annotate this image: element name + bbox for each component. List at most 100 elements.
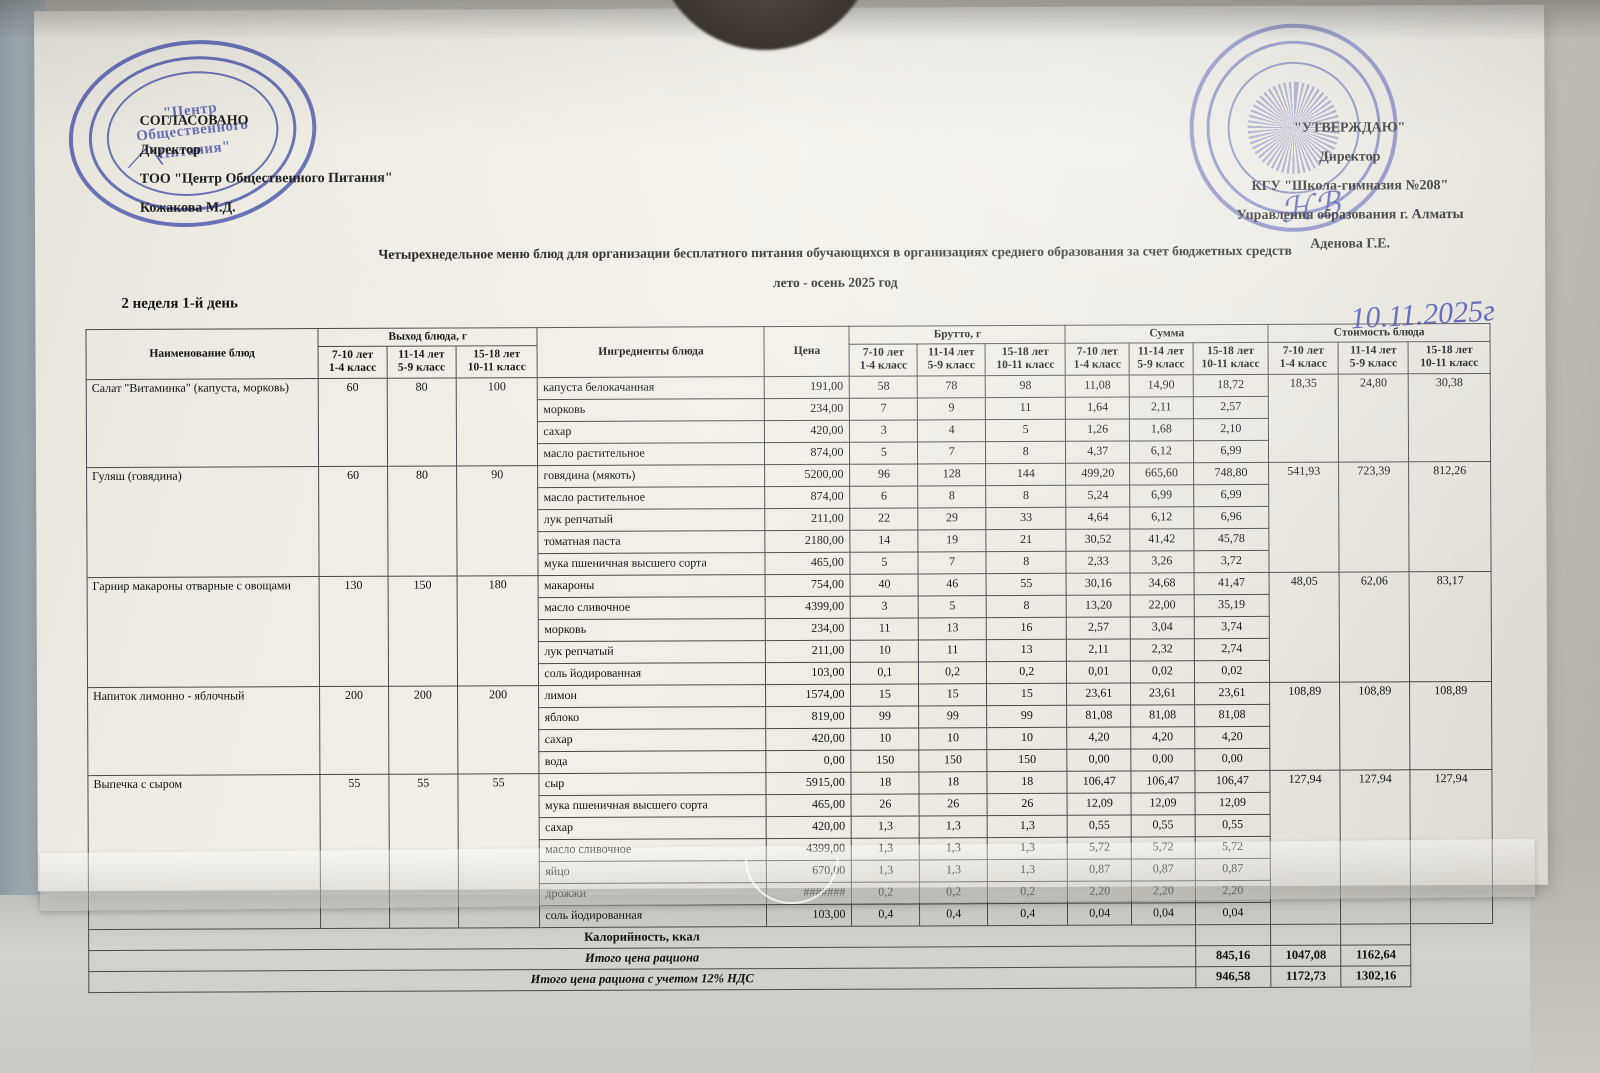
th-grade-label: 10-11 класс [467,361,526,374]
cell-summa-3: 6,99 [1193,440,1269,463]
cell-summa-1: 12,09 [1067,792,1132,815]
cell-brutto-1: 58 [849,375,918,398]
cell-brutto-3: 5 [985,418,1066,442]
cell-summa-1: 0,00 [1067,748,1131,771]
th-age-label: 15-18 лет [1425,344,1473,357]
cell-summa-3: 2,57 [1192,396,1269,419]
cell-brutto-3: 8 [985,484,1067,508]
cell-price: 0,00 [766,749,852,773]
cell-summa-3: 0,55 [1194,814,1271,837]
cell-footer-label: Итого цена рациона с учетом 12% НДС [88,966,1196,993]
cell-brutto-2: 150 [919,749,987,772]
approval-right-line3: КГУ "Школа-гимназия №208" [1251,178,1449,194]
cell-ingredient-name: лук репчатый [538,508,766,532]
cell-brutto-3: 1,3 [987,814,1068,838]
cell-price: 754,00 [765,573,851,597]
cell-summa-1: 30,52 [1066,528,1131,551]
cell-brutto-1: 3 [849,419,918,442]
cell-brutto-2: 0,4 [919,903,988,926]
cell-cost-2: 723,39 [1338,461,1410,572]
cell-summa-3: 0,04 [1195,902,1271,925]
cell-yield-2: 80 [387,377,457,466]
cell-ingredient-name: масло сливочное [538,596,766,620]
cell-summa-2: 0,00 [1130,748,1195,771]
cell-brutto-2: 10 [918,727,987,750]
cell-summa-3: 41,47 [1193,572,1270,595]
document-content: "Центр Общественного Питания" ⟋⟍ ℋℬ СОГЛ… [34,5,1548,993]
th-cost-age-3: 15-18 лет 10-11 класс [1408,341,1491,374]
cell-yield-1: 130 [319,575,389,687]
cell-summa-2: 1,68 [1129,418,1194,441]
th-grade-label: 5-9 класс [927,359,975,372]
th-grade-label: 1-4 класс [328,362,377,375]
table-head: Наименование блюд Выход блюда, г Ингреди… [85,323,1491,380]
cell-footer-total-2 [1270,923,1341,946]
th-yield-group: Выход блюда, г [317,327,538,347]
cell-brutto-3: 0,4 [987,902,1069,926]
cell-summa-1: 23,61 [1066,682,1131,705]
cell-brutto-2: 78 [917,375,986,398]
cell-summa-3: 6,96 [1193,506,1269,529]
cell-summa-3: 0,02 [1194,660,1270,683]
cell-summa-1: 81,08 [1067,704,1131,727]
cell-brutto-2: 5 [918,595,987,618]
table-row: Напиток лимонно - яблочный 200 200 200 лимон… [87,681,1492,776]
cell-ingredient-name: сахар [537,420,765,444]
cell-brutto-2: 18 [919,771,988,794]
cell-brutto-1: 5 [849,441,918,464]
cell-yield-3: 90 [456,465,539,576]
cell-summa-3: 18,72 [1192,374,1269,397]
cell-summa-3: 3,72 [1193,550,1270,573]
cell-summa-3: 45,78 [1193,528,1270,551]
cell-ingredient-name: лук репчатый [538,640,766,664]
cell-summa-1: 0,01 [1066,660,1131,683]
cell-cost-3: 108,89 [1409,681,1492,770]
cell-summa-1: 5,24 [1066,484,1130,507]
cell-summa-2: 14,90 [1129,374,1193,397]
cell-ingredient-name: мука пшеничная высшего сорта [538,552,766,576]
cell-yield-2: 200 [388,685,458,774]
th-age-label: 15-18 лет [1207,345,1254,358]
cell-cost-2: 108,89 [1339,681,1411,770]
cell-summa-2: 12,09 [1131,792,1195,815]
cell-cost-2: 62,06 [1339,571,1410,682]
cell-brutto-1: 6 [850,485,919,508]
cell-brutto-1: 7 [849,397,918,420]
th-brutto-age-2: 11-14 лет 5-9 класс [917,343,986,376]
cell-price: 191,00 [764,375,850,399]
th-grade-label: 10-11 класс [1201,358,1260,371]
cell-summa-3: 2,10 [1193,418,1269,441]
th-age-label: 11-14 лет [928,346,975,359]
approval-right-line2: Директор [1319,149,1381,165]
cell-summa-3: 4,20 [1194,726,1270,749]
cell-summa-2: 0,04 [1131,902,1196,925]
cell-summa-1: 2,33 [1066,550,1131,573]
th-brutto-age-1: 7-10 лет 1-4 класс [849,344,918,376]
cell-summa-1: 106,47 [1067,770,1132,793]
cell-price: 5200,00 [764,463,851,487]
th-age-label: 11-14 лет [1350,344,1397,357]
cell-price: 4399,00 [765,595,851,619]
cell-summa-3: 2,74 [1194,638,1270,661]
cell-cost-1: 108,89 [1269,681,1341,771]
cell-summa-1: 4,64 [1066,506,1130,529]
cell-price: 874,00 [765,485,851,509]
cell-yield-1: 200 [319,685,389,775]
cell-yield-1: 60 [318,377,388,467]
cell-ingredient-name: вода [539,750,767,774]
cell-summa-3: 6,99 [1193,484,1269,507]
cell-brutto-1: 10 [851,727,920,750]
cell-brutto-2: 4 [917,419,986,442]
cell-brutto-3: 150 [986,748,1068,772]
cell-brutto-3: 55 [986,572,1067,596]
cell-ingredient-name: говядина (мякоть) [537,464,766,488]
cell-yield-1: 60 [318,465,388,577]
cell-cost-2: 24,80 [1338,373,1409,462]
cell-price: 420,00 [766,815,852,839]
cell-cost-1: 18,35 [1268,373,1339,463]
th-cost-age-2: 11-14 лет 5-9 класс [1338,342,1409,374]
cell-price: 234,00 [764,397,850,421]
table-row: Гарнир макароны отварные с овощами 130 150… [87,571,1492,688]
cell-brutto-3: 21 [985,528,1067,552]
cell-brutto-2: 26 [919,793,988,816]
